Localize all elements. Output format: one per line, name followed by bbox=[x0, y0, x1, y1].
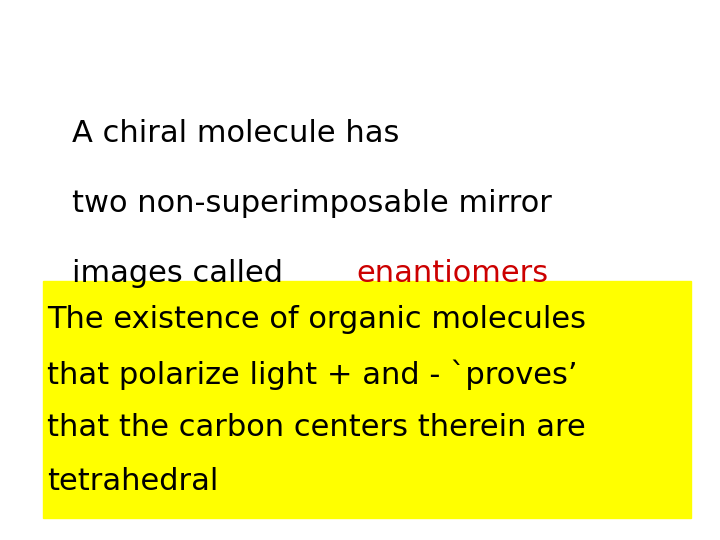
Text: that polarize light + and - `proves’: that polarize light + and - `proves’ bbox=[47, 359, 577, 389]
Text: The existence of organic molecules: The existence of organic molecules bbox=[47, 305, 586, 334]
Text: tetrahedral: tetrahedral bbox=[47, 467, 218, 496]
Text: that the carbon centers therein are: that the carbon centers therein are bbox=[47, 413, 585, 442]
FancyBboxPatch shape bbox=[43, 281, 691, 518]
Text: enantiomers: enantiomers bbox=[357, 259, 549, 288]
Text: two non-superimposable mirror: two non-superimposable mirror bbox=[72, 189, 552, 218]
Text: images called: images called bbox=[72, 259, 293, 288]
Text: A chiral molecule has: A chiral molecule has bbox=[72, 119, 400, 148]
